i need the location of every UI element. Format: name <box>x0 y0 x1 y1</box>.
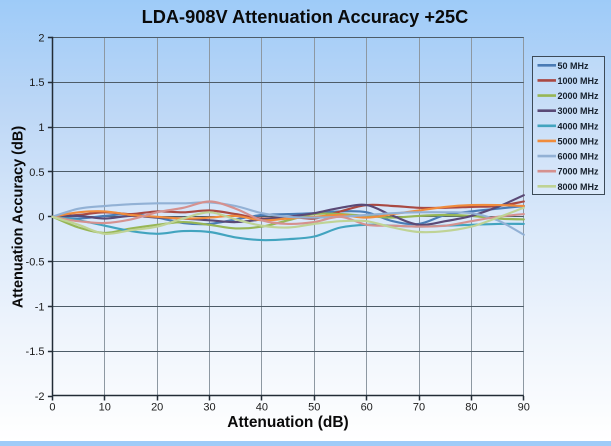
svg-text:LDA-908V Attenuation Accuracy: LDA-908V Attenuation Accuracy +25C <box>142 7 469 27</box>
svg-text:10: 10 <box>99 402 111 414</box>
svg-text:90: 90 <box>518 402 530 414</box>
svg-text:60: 60 <box>361 402 373 414</box>
svg-text:40: 40 <box>256 402 268 414</box>
svg-text:50 MHz: 50 MHz <box>558 61 590 71</box>
svg-text:Attenuation Accuracy (dB): Attenuation Accuracy (dB) <box>11 126 27 309</box>
svg-text:2000 MHz: 2000 MHz <box>558 91 600 101</box>
svg-text:2: 2 <box>38 32 44 44</box>
svg-text:6000 MHz: 6000 MHz <box>558 152 600 162</box>
svg-text:20: 20 <box>151 402 163 414</box>
svg-text:7000 MHz: 7000 MHz <box>558 167 600 177</box>
svg-text:0: 0 <box>38 212 44 224</box>
svg-text:3000 MHz: 3000 MHz <box>558 106 600 116</box>
svg-text:0.5: 0.5 <box>29 167 44 179</box>
svg-text:30: 30 <box>203 402 215 414</box>
svg-text:Attenuation (dB): Attenuation (dB) <box>227 414 348 431</box>
svg-text:70: 70 <box>413 402 425 414</box>
svg-text:0: 0 <box>49 402 55 414</box>
svg-text:5000 MHz: 5000 MHz <box>558 136 600 146</box>
svg-text:-1: -1 <box>35 301 45 313</box>
svg-text:1.5: 1.5 <box>29 77 44 89</box>
svg-text:50: 50 <box>308 402 320 414</box>
svg-text:4000 MHz: 4000 MHz <box>558 121 600 131</box>
svg-text:80: 80 <box>465 402 477 414</box>
svg-text:-2: -2 <box>35 391 45 403</box>
svg-text:-1.5: -1.5 <box>26 346 45 358</box>
svg-text:1: 1 <box>38 122 44 134</box>
svg-text:8000 MHz: 8000 MHz <box>558 182 600 192</box>
svg-text:1000 MHz: 1000 MHz <box>558 76 600 86</box>
svg-text:-0.5: -0.5 <box>26 257 45 269</box>
